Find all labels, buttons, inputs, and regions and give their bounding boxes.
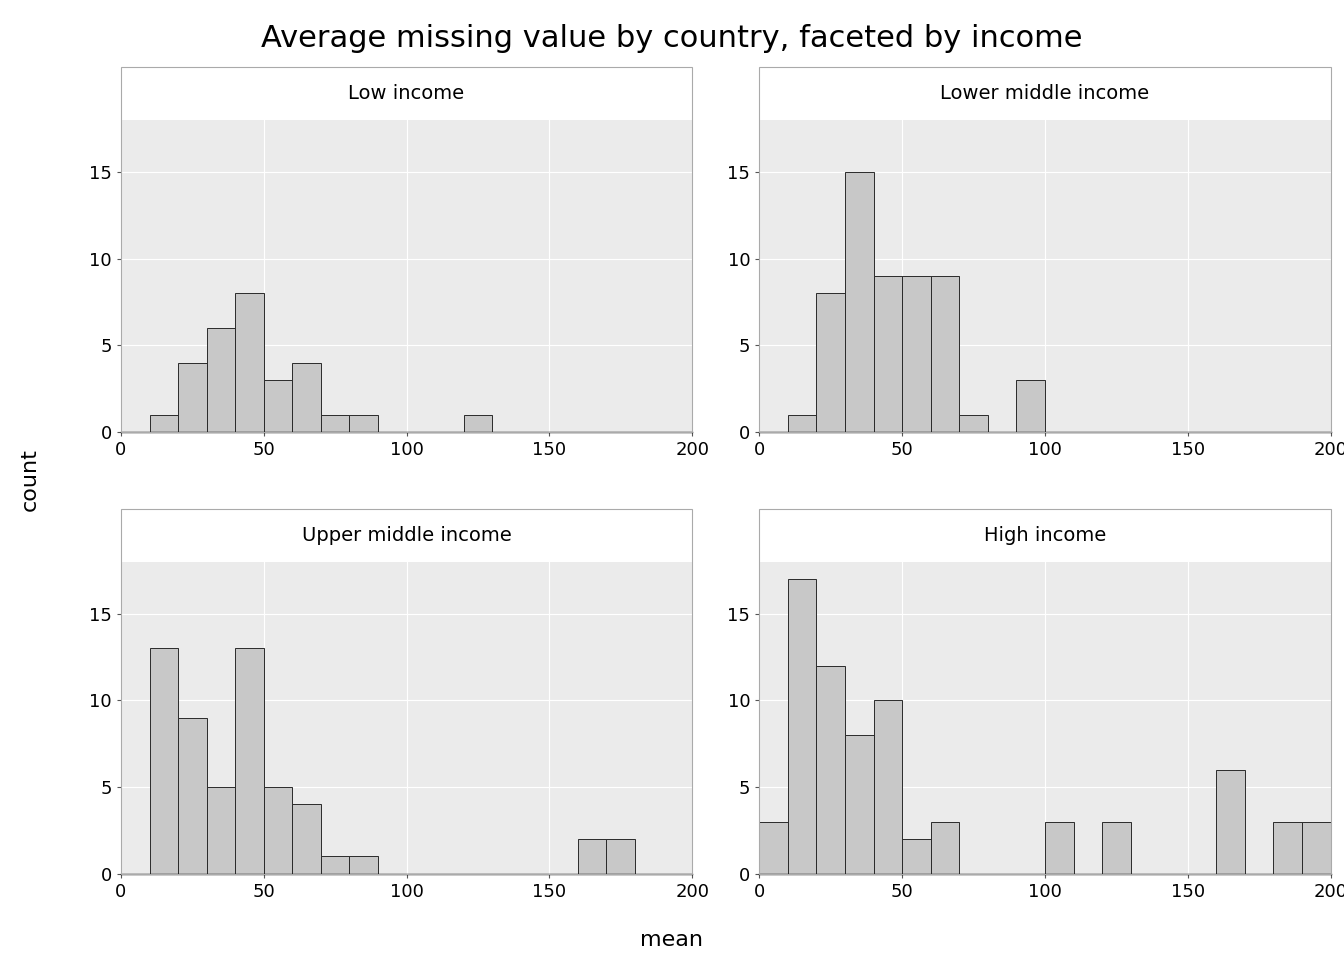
Text: Average missing value by country, faceted by income: Average missing value by country, facete…: [261, 24, 1083, 53]
Bar: [263, 787, 292, 874]
Bar: [930, 276, 960, 432]
Bar: [349, 856, 378, 874]
Bar: [292, 804, 321, 874]
Bar: [177, 718, 207, 874]
Bar: [207, 787, 235, 874]
Bar: [606, 839, 634, 874]
Bar: [930, 822, 960, 874]
Bar: [1046, 822, 1074, 874]
Bar: [235, 648, 263, 874]
Bar: [464, 415, 492, 432]
Bar: [321, 856, 349, 874]
Bar: [321, 415, 349, 432]
Bar: [1102, 822, 1130, 874]
Bar: [1302, 822, 1331, 874]
Bar: [207, 328, 235, 432]
Bar: [845, 172, 874, 432]
Text: Lower middle income: Lower middle income: [941, 84, 1149, 103]
Bar: [349, 415, 378, 432]
Text: Low income: Low income: [348, 84, 465, 103]
Text: High income: High income: [984, 526, 1106, 544]
Bar: [874, 276, 902, 432]
Bar: [817, 294, 845, 432]
Text: Upper middle income: Upper middle income: [301, 526, 512, 544]
Bar: [1274, 822, 1302, 874]
Bar: [960, 415, 988, 432]
Text: count: count: [20, 448, 40, 512]
Bar: [1016, 380, 1046, 432]
Bar: [845, 735, 874, 874]
Bar: [1216, 770, 1245, 874]
Bar: [149, 648, 177, 874]
Bar: [759, 822, 788, 874]
Text: mean: mean: [641, 930, 703, 950]
Bar: [874, 700, 902, 874]
Bar: [235, 294, 263, 432]
Bar: [177, 363, 207, 432]
Bar: [149, 415, 177, 432]
Bar: [292, 363, 321, 432]
Bar: [788, 415, 816, 432]
Bar: [902, 276, 930, 432]
Bar: [817, 665, 845, 874]
Bar: [902, 839, 930, 874]
Bar: [788, 579, 816, 874]
Bar: [578, 839, 606, 874]
Bar: [263, 380, 292, 432]
